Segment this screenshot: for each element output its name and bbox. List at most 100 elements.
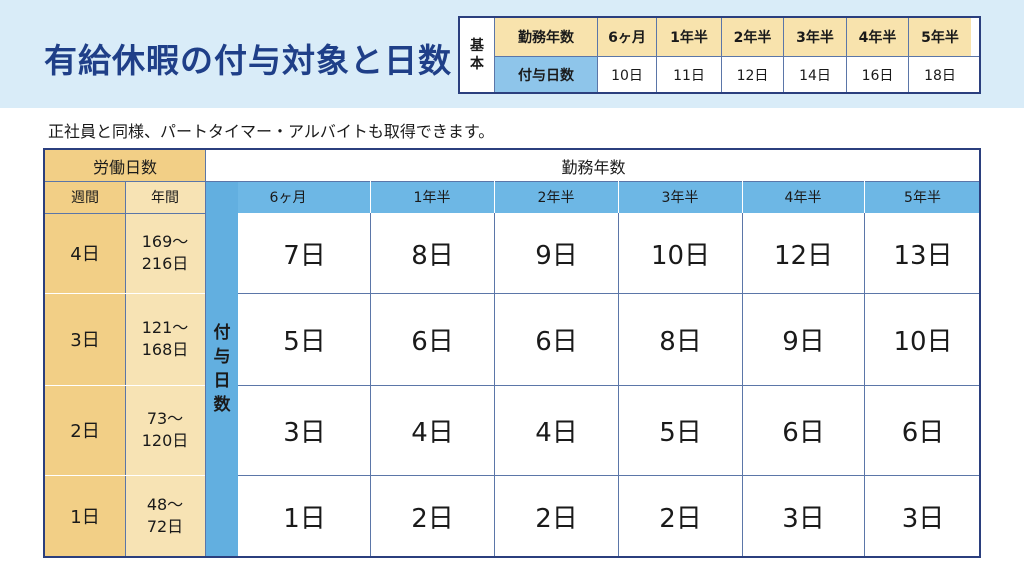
year-column-header: 4年半 <box>784 190 822 206</box>
annual-days-range: 121〜 168日 <box>125 293 205 385</box>
grant-days-cell: 2日 <box>411 503 454 534</box>
year-column-bg <box>125 181 205 556</box>
basic-days-value: 16日 <box>861 67 894 84</box>
annual-days-to: 168日 <box>141 340 189 359</box>
labor-days-header-bg <box>45 150 205 181</box>
year-column-header: 5年半 <box>904 190 941 206</box>
service-years-header: 勤務年数 <box>561 157 626 177</box>
divider <box>597 18 598 92</box>
subtitle: 正社員と同様、パートタイマー・アルバイトも取得できます。 <box>48 122 495 141</box>
grant-days-cell: 7日 <box>283 240 326 271</box>
basic-days-value: 11日 <box>673 67 705 84</box>
grant-days-cell: 4日 <box>535 417 578 448</box>
divider <box>783 18 784 92</box>
grant-days-cell: 10日 <box>650 240 711 271</box>
annual-days-range: 48〜 72日 <box>125 475 205 556</box>
labor-days-header: 労働日数 <box>92 157 157 177</box>
grant-days-cell: 3日 <box>283 417 326 448</box>
basic-grant-table: 基 本 勤務年数 付与日数 6ヶ月 10日 1年半 11日 2年半 12日 3年半 14日 4年… <box>458 16 981 94</box>
divider <box>742 213 743 556</box>
grant-days-cell: 13日 <box>893 240 953 271</box>
divider <box>238 385 979 386</box>
page-title: 有給休暇の付与対象と日数 <box>44 41 452 80</box>
divider <box>205 150 206 556</box>
annual-days-range: 169〜 216日 <box>125 213 205 293</box>
grant-days-cell: 5日 <box>283 326 326 357</box>
annual-days-from: 48〜 <box>146 495 184 514</box>
weekly-days: 4日 <box>70 244 100 265</box>
grant-days-cell: 4日 <box>411 417 454 448</box>
year-column-header: 2年半 <box>537 190 575 206</box>
divider <box>908 18 909 92</box>
grant-days-cell: 9日 <box>535 240 578 271</box>
basic-days-value: 10日 <box>611 67 643 84</box>
grant-days-cell: 6日 <box>901 417 945 448</box>
grant-days-cell: 8日 <box>659 326 702 357</box>
basic-value-label: 付与日数 <box>495 57 597 92</box>
annual-days-to: 216日 <box>141 254 189 273</box>
divider <box>656 18 657 92</box>
grant-days-cell: 6日 <box>411 326 454 357</box>
divider <box>846 18 847 92</box>
divider <box>721 18 722 92</box>
grant-days-char: 付 <box>213 323 231 343</box>
grant-days-char: 日 <box>213 371 231 391</box>
divider <box>494 56 979 57</box>
basic-year-header: 1年半 <box>657 18 721 56</box>
grant-days-cell: 2日 <box>659 503 702 534</box>
divider <box>45 385 205 386</box>
grant-days-table: 労働日数 週間 年間 勤務年数 付与日数 6ヶ月 1年半 2年半 3年半 4年半 5年半 … <box>43 148 981 558</box>
grant-days-cell: 3日 <box>782 503 825 534</box>
divider <box>370 213 371 556</box>
divider <box>45 181 979 182</box>
grant-days-char: 与 <box>213 347 231 367</box>
year-column-header: 3年半 <box>661 190 699 206</box>
grant-days-cell: 2日 <box>535 503 578 534</box>
divider <box>864 213 865 556</box>
basic-days-value: 18日 <box>924 67 956 84</box>
divider <box>238 475 979 476</box>
annual-days-from: 121〜 <box>141 318 189 337</box>
basic-row-label: 基 本 <box>460 18 494 92</box>
divider <box>618 213 619 556</box>
weekly-days: 2日 <box>70 421 100 442</box>
weekly-days: 3日 <box>70 330 100 351</box>
basic-days-value: 14日 <box>799 67 831 84</box>
grant-days-cell: 5日 <box>659 417 702 448</box>
year-column-header: 1年半 <box>413 190 451 206</box>
basic-year-header: 3年半 <box>784 18 846 56</box>
basic-row-label-char-1: 基 <box>470 38 484 54</box>
basic-year-header: 4年半 <box>847 18 908 56</box>
weekly-days: 1日 <box>70 507 100 528</box>
basic-year-header: 6ヶ月 <box>598 18 656 56</box>
grant-days-cell: 6日 <box>535 326 578 357</box>
basic-header-label: 勤務年数 <box>495 18 597 56</box>
divider <box>45 475 205 476</box>
year-column-header: 6ヶ月 <box>269 190 307 206</box>
grant-days-cell: 1日 <box>283 503 326 534</box>
grant-days-cell: 6日 <box>782 417 825 448</box>
grant-days-cell: 8日 <box>411 240 454 271</box>
grant-days-vertical-label: 付与日数 <box>206 181 238 556</box>
grant-days-cell: 10日 <box>893 326 953 357</box>
annual-days-to: 72日 <box>146 517 184 536</box>
divider <box>45 293 205 294</box>
week-header: 週間 <box>71 190 99 206</box>
grant-days-char: 数 <box>213 395 231 415</box>
divider <box>494 18 495 92</box>
basic-row-label-char-2: 本 <box>470 56 484 72</box>
divider <box>238 293 979 294</box>
basic-days-value: 12日 <box>736 67 769 84</box>
years-header-band <box>206 181 979 213</box>
annual-days-from: 73〜 <box>146 409 184 428</box>
basic-year-header: 5年半 <box>909 18 971 56</box>
grant-days-cell: 9日 <box>782 326 825 357</box>
annual-days-to: 120日 <box>141 431 189 450</box>
basic-year-header: 2年半 <box>722 18 783 56</box>
week-column-bg <box>45 181 125 556</box>
grant-days-cell: 3日 <box>901 503 945 534</box>
annual-days-range: 73〜 120日 <box>125 385 205 475</box>
annual-days-from: 169〜 <box>141 232 189 251</box>
divider <box>494 213 495 556</box>
divider <box>125 181 126 556</box>
